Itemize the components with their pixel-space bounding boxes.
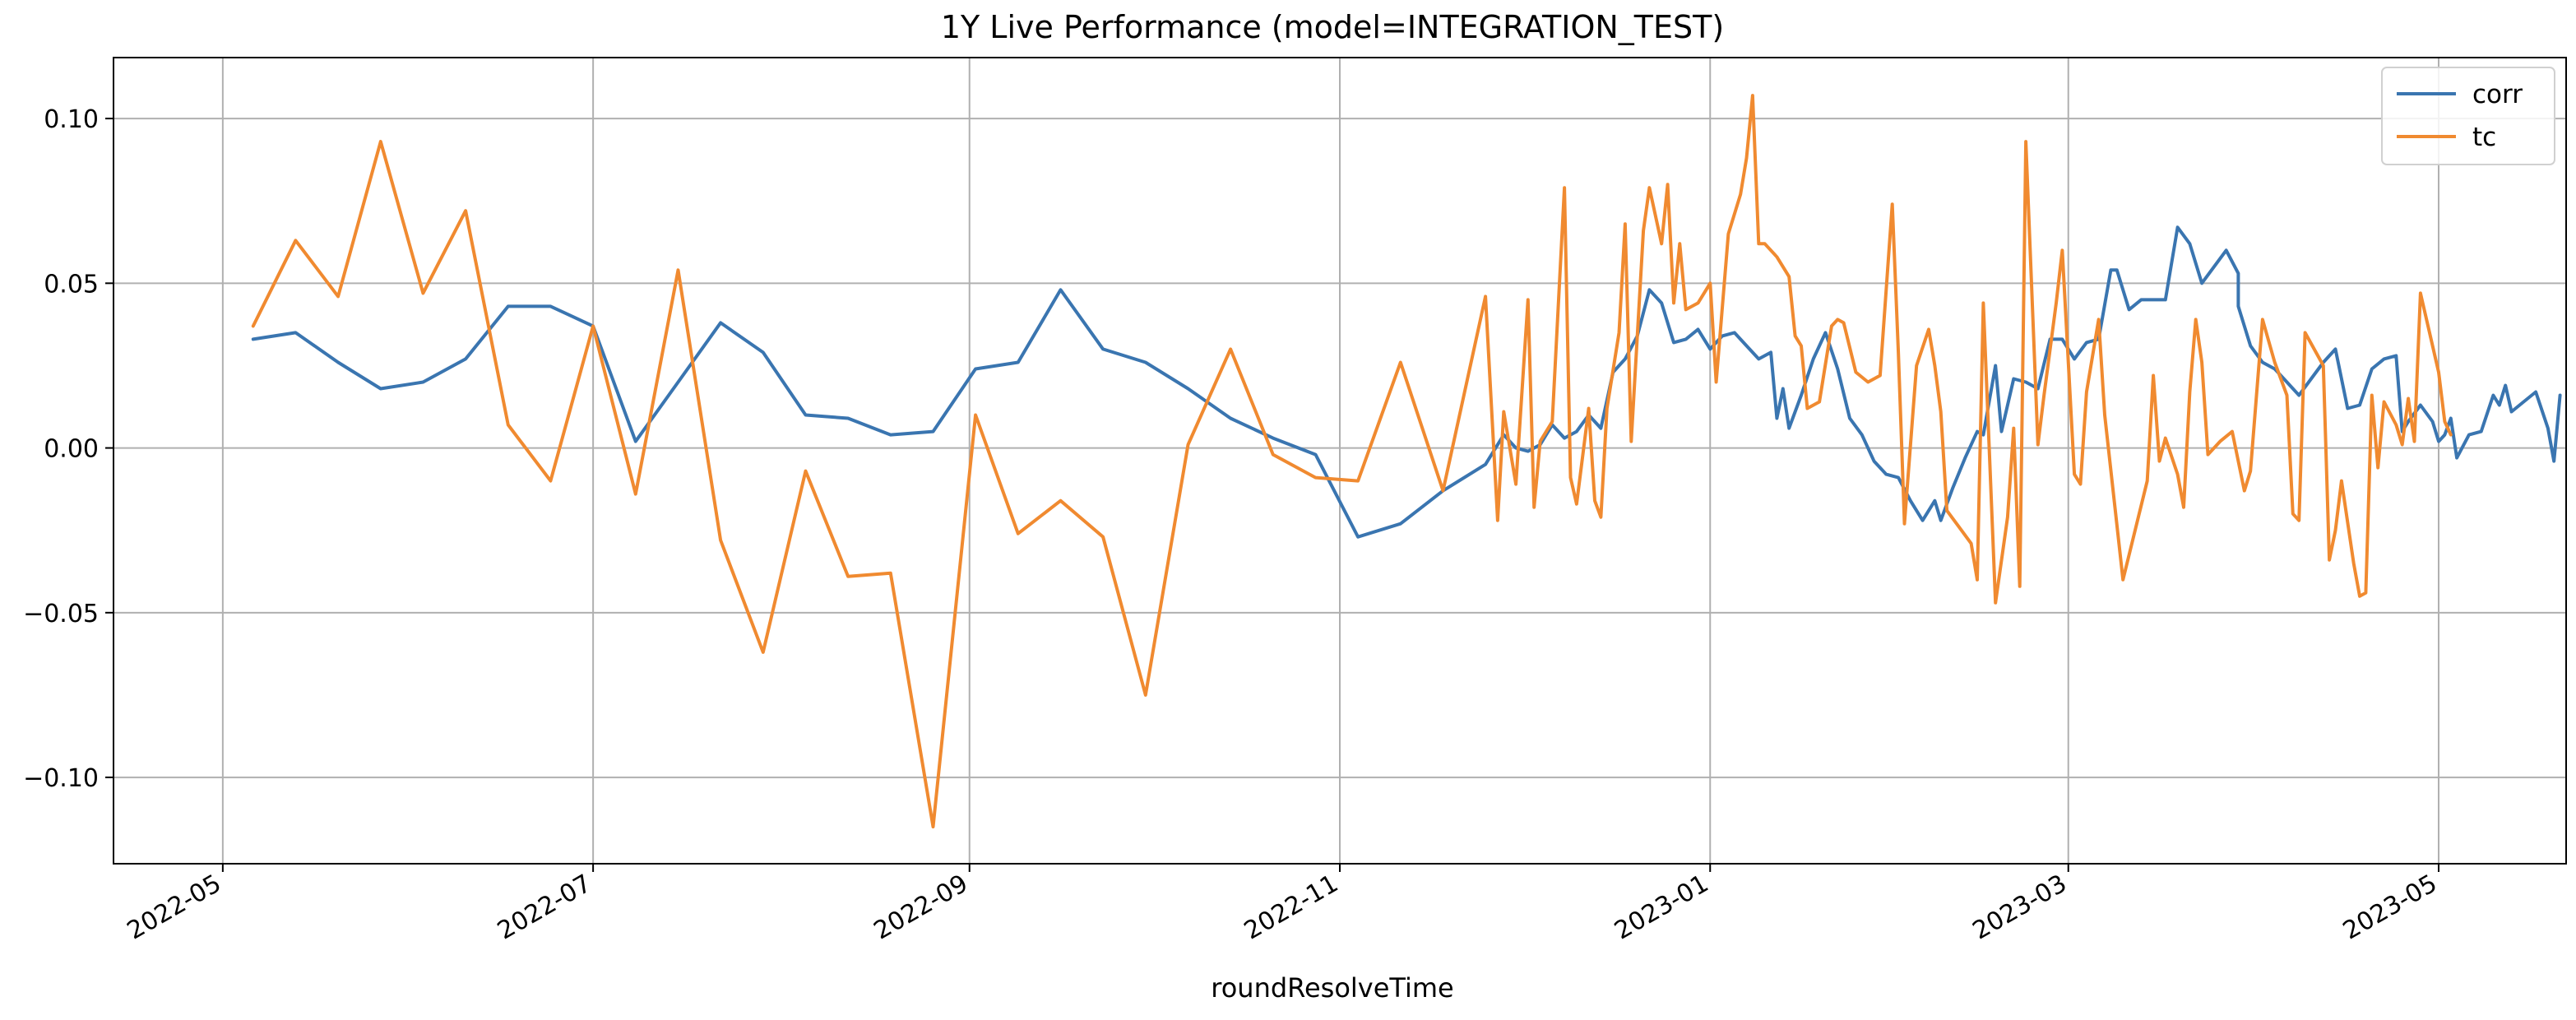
x-axis: 2022-05 2022-07 2022-09 2022-11 2023-01 2023-… (123, 864, 2442, 946)
y-tick-label: −0.10 (23, 764, 99, 793)
legend-box (2381, 67, 2555, 165)
y-axis: −0.10 −0.05 0.00 0.05 0.10 (23, 105, 114, 793)
series-layer (251, 94, 2562, 829)
y-tick-label: −0.05 (23, 600, 99, 628)
x-tick-label: 2023-05 (2338, 869, 2442, 946)
legend: corr tc (2381, 67, 2555, 165)
series-line-corr (251, 225, 2562, 539)
y-tick-label: 0.10 (44, 105, 99, 134)
y-tick-label: 0.05 (44, 270, 99, 299)
x-tick-label: 2022-07 (493, 869, 596, 946)
x-tick-label: 2022-11 (1239, 869, 1343, 946)
x-tick-label: 2022-05 (123, 869, 226, 946)
x-tick-label: 2022-09 (869, 869, 973, 946)
x-tick-label: 2023-01 (1610, 869, 1713, 946)
x-tick-label: 2023-03 (1968, 869, 2072, 946)
series-line-tc (251, 94, 2453, 829)
legend-label-corr: corr (2472, 80, 2523, 109)
y-tick-label: 0.00 (44, 435, 99, 464)
x-axis-label: roundResolveTime (1211, 972, 1453, 1004)
grid-lines (114, 58, 2566, 864)
legend-label-tc: tc (2472, 123, 2496, 152)
chart-title: 1Y Live Performance (model=INTEGRATION_T… (941, 9, 1724, 45)
